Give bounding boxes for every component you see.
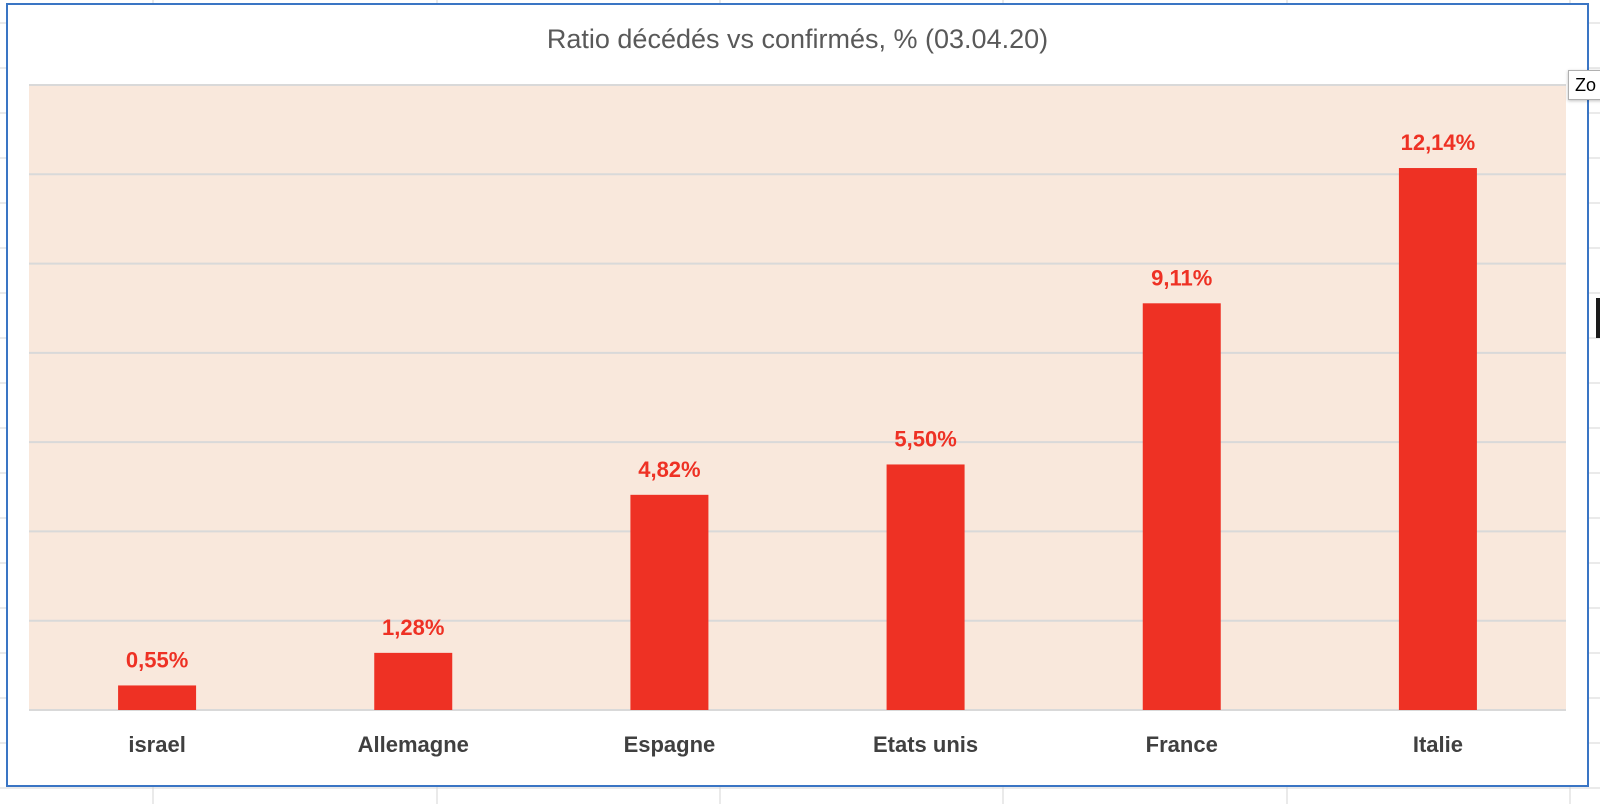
x-tick-label: israel (128, 732, 186, 757)
x-tick-label: France (1146, 732, 1218, 757)
bar[interactable] (118, 685, 197, 710)
data-label: 4,82% (638, 457, 700, 482)
chart-resize-handle[interactable] (1596, 298, 1600, 338)
x-tick-label: Etats unis (873, 732, 978, 757)
chart-area[interactable]: Ratio décédés vs confirmés, % (03.04.20)… (6, 3, 1589, 787)
bar[interactable] (374, 652, 453, 710)
data-label: 1,28% (382, 615, 444, 640)
data-label: 5,50% (894, 426, 956, 451)
x-tick-label: Allemagne (358, 732, 469, 757)
x-tick-label: Espagne (624, 732, 716, 757)
plot-area: 0,55% israel 1,28% Allemagne 4,82% Espagne 5,5… (29, 84, 1566, 757)
data-label: 0,55% (126, 647, 188, 672)
zoom-tooltip: Zo (1568, 70, 1600, 100)
bar[interactable] (1398, 168, 1477, 711)
plot-background (29, 85, 1566, 710)
data-label: 12,14% (1401, 130, 1476, 155)
bar[interactable] (630, 494, 709, 710)
data-label: 9,11% (1151, 265, 1212, 290)
x-tick-label: Italie (1413, 732, 1463, 757)
bar[interactable] (1142, 303, 1221, 710)
bar[interactable] (886, 464, 965, 710)
chart-title: Ratio décédés vs confirmés, % (03.04.20) (546, 24, 1049, 54)
